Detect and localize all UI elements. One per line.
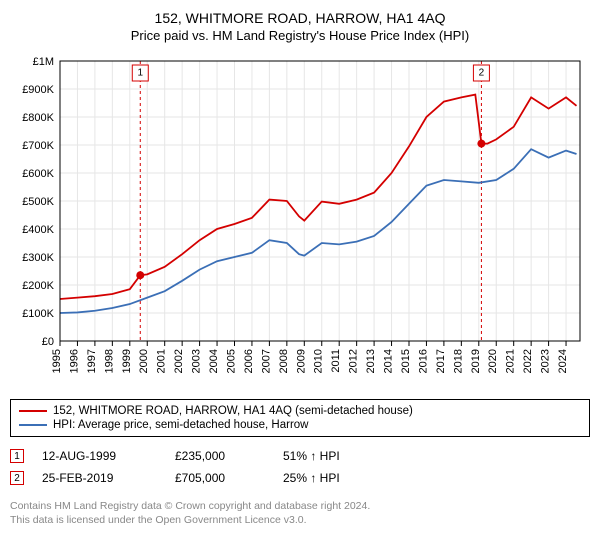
svg-text:1998: 1998 bbox=[103, 349, 115, 373]
sale-hpi: 25% ↑ HPI bbox=[283, 471, 393, 485]
sale-row: 1 12-AUG-1999 £235,000 51% ↑ HPI bbox=[10, 445, 590, 467]
legend-label: 152, WHITMORE ROAD, HARROW, HA1 4AQ (sem… bbox=[53, 405, 413, 417]
chart-title: 152, WHITMORE ROAD, HARROW, HA1 4AQ bbox=[10, 10, 590, 26]
footnote-line: Contains HM Land Registry data © Crown c… bbox=[10, 499, 590, 513]
sale-date: 25-FEB-2019 bbox=[42, 471, 157, 485]
svg-text:£600K: £600K bbox=[22, 168, 54, 180]
svg-text:2017: 2017 bbox=[435, 349, 447, 373]
svg-text:1997: 1997 bbox=[86, 349, 98, 373]
sale-price: £705,000 bbox=[175, 471, 265, 485]
svg-text:£100K: £100K bbox=[22, 308, 54, 320]
svg-text:£500K: £500K bbox=[22, 196, 54, 208]
svg-text:2021: 2021 bbox=[505, 349, 517, 373]
svg-text:2014: 2014 bbox=[383, 349, 395, 373]
svg-text:2022: 2022 bbox=[522, 349, 534, 373]
svg-text:1995: 1995 bbox=[51, 349, 63, 373]
sale-row: 2 25-FEB-2019 £705,000 25% ↑ HPI bbox=[10, 467, 590, 489]
svg-text:2006: 2006 bbox=[243, 349, 255, 373]
svg-text:2019: 2019 bbox=[470, 349, 482, 373]
svg-text:2018: 2018 bbox=[452, 349, 464, 373]
legend-item: HPI: Average price, semi-detached house,… bbox=[19, 418, 581, 432]
svg-text:£700K: £700K bbox=[22, 140, 54, 152]
svg-text:2003: 2003 bbox=[191, 349, 203, 373]
footnote: Contains HM Land Registry data © Crown c… bbox=[10, 499, 590, 527]
legend-swatch bbox=[19, 424, 47, 426]
sale-hpi: 51% ↑ HPI bbox=[283, 449, 393, 463]
legend-item: 152, WHITMORE ROAD, HARROW, HA1 4AQ (sem… bbox=[19, 404, 581, 418]
svg-text:2000: 2000 bbox=[138, 349, 150, 373]
svg-text:1: 1 bbox=[137, 68, 143, 79]
svg-text:£0: £0 bbox=[42, 336, 54, 348]
svg-text:2023: 2023 bbox=[540, 349, 552, 373]
svg-text:1999: 1999 bbox=[121, 349, 133, 373]
legend-label: HPI: Average price, semi-detached house,… bbox=[53, 419, 308, 431]
sale-marker: 2 bbox=[10, 471, 24, 485]
svg-text:£400K: £400K bbox=[22, 224, 54, 236]
svg-text:1996: 1996 bbox=[68, 349, 80, 373]
svg-text:2007: 2007 bbox=[260, 349, 272, 373]
svg-text:2002: 2002 bbox=[173, 349, 185, 373]
chart-plot: £0 £100K £200K £300K £400K £500K £600K £700K £80… bbox=[10, 53, 590, 393]
legend: 152, WHITMORE ROAD, HARROW, HA1 4AQ (sem… bbox=[10, 399, 590, 437]
svg-text:2015: 2015 bbox=[400, 349, 412, 373]
legend-swatch bbox=[19, 410, 47, 412]
svg-text:£800K: £800K bbox=[22, 112, 54, 124]
sales-table: 1 12-AUG-1999 £235,000 51% ↑ HPI 2 25-FEB-201… bbox=[10, 445, 590, 489]
svg-text:£900K: £900K bbox=[22, 84, 54, 96]
chart-subtitle: Price paid vs. HM Land Registry's House … bbox=[10, 28, 590, 43]
svg-text:2010: 2010 bbox=[313, 349, 325, 373]
svg-text:2009: 2009 bbox=[295, 349, 307, 373]
svg-text:£1M: £1M bbox=[33, 56, 54, 68]
sale-price: £235,000 bbox=[175, 449, 265, 463]
chart-container: 152, WHITMORE ROAD, HARROW, HA1 4AQ Pric… bbox=[0, 0, 600, 533]
svg-text:2005: 2005 bbox=[225, 349, 237, 373]
svg-text:2008: 2008 bbox=[278, 349, 290, 373]
svg-text:2004: 2004 bbox=[208, 349, 220, 373]
sale-date: 12-AUG-1999 bbox=[42, 449, 157, 463]
svg-text:2011: 2011 bbox=[330, 349, 342, 373]
svg-text:2024: 2024 bbox=[557, 349, 569, 373]
footnote-line: This data is licensed under the Open Gov… bbox=[10, 513, 590, 527]
svg-text:2020: 2020 bbox=[487, 349, 499, 373]
svg-text:£200K: £200K bbox=[22, 280, 54, 292]
sale-marker: 1 bbox=[10, 449, 24, 463]
line-chart-svg: £0 £100K £200K £300K £400K £500K £600K £700K £80… bbox=[10, 53, 590, 393]
svg-text:2016: 2016 bbox=[417, 349, 429, 373]
svg-text:£300K: £300K bbox=[22, 252, 54, 264]
svg-text:2012: 2012 bbox=[348, 349, 360, 373]
svg-text:2001: 2001 bbox=[156, 349, 168, 373]
svg-text:2013: 2013 bbox=[365, 349, 377, 373]
svg-text:2: 2 bbox=[479, 68, 485, 79]
